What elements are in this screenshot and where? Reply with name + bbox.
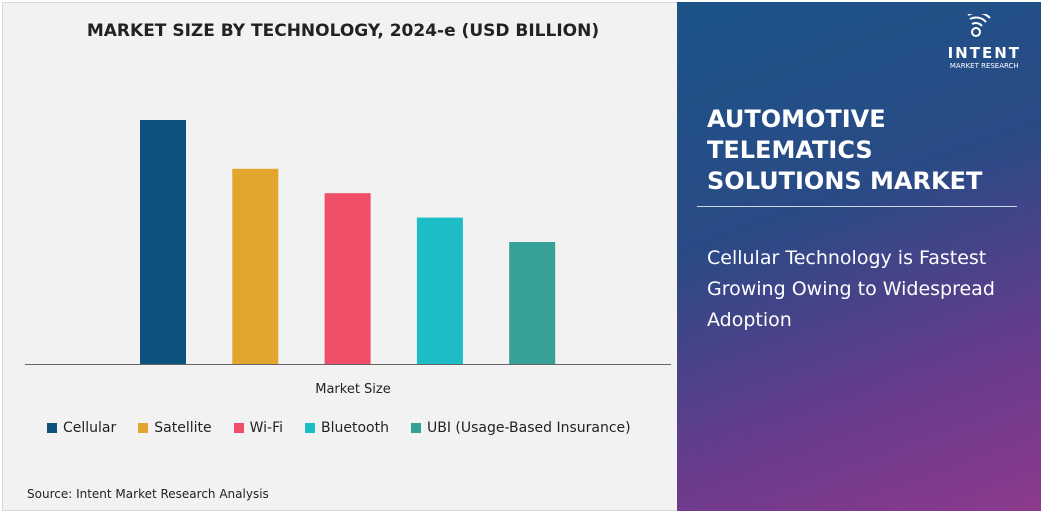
legend-label: Satellite <box>154 420 212 436</box>
legend-swatch <box>305 423 316 433</box>
legend-item: Cellular <box>47 420 116 436</box>
bar-satellite <box>232 168 279 364</box>
bar-cellular <box>140 120 186 364</box>
bar-bluetooth <box>416 217 463 364</box>
legend-swatch <box>47 423 57 433</box>
logo-tagline: MARKET RESEARCH <box>949 62 1019 70</box>
legend: Cellular Satellite Wi-Fi Bluetooth UBI (Usag… <box>47 420 631 436</box>
legend-label: Wi-Fi <box>249 420 284 436</box>
legend-swatch <box>138 423 149 433</box>
x-axis-label: Market Size <box>315 382 391 397</box>
info-panel: INTENT MARKET RESEARCH AUTOMOTIVE TELEMA… <box>677 2 1041 511</box>
legend-item: Satellite <box>138 420 212 436</box>
logo-name: INTENT <box>947 44 1021 62</box>
source-note: Source: Intent Market Research Analysis <box>27 487 269 501</box>
report-title: AUTOMOTIVE TELEMATICS SOLUTIONS MARKET <box>707 105 983 195</box>
chart-panel: MARKET SIZE BY TECHNOLOGY, 2024-e (USD B… <box>2 2 692 511</box>
legend-label: Cellular <box>63 420 117 436</box>
chart-title: MARKET SIZE BY TECHNOLOGY, 2024-e (USD B… <box>86 21 600 41</box>
divider <box>697 206 1017 207</box>
legend-swatch <box>410 423 421 433</box>
bar-wi-fi <box>324 193 371 364</box>
report-subtitle: Cellular Technology is Fastest Growing O… <box>707 247 995 331</box>
logo: INTENT MARKET RESEARCH <box>947 11 1021 70</box>
legend-swatch <box>233 423 244 433</box>
legend-label: UBI (Usage-Based Insurance) <box>426 420 631 436</box>
signal-icon <box>967 11 992 37</box>
legend-label: Bluetooth <box>321 420 389 436</box>
bar-chart <box>25 120 671 365</box>
bar-ubi-usage-based-insurance- <box>509 242 556 364</box>
legend-item: Wi-Fi <box>233 420 284 436</box>
legend-item: UBI (Usage-Based Insurance) <box>410 420 631 436</box>
legend-item: Bluetooth <box>305 420 389 436</box>
